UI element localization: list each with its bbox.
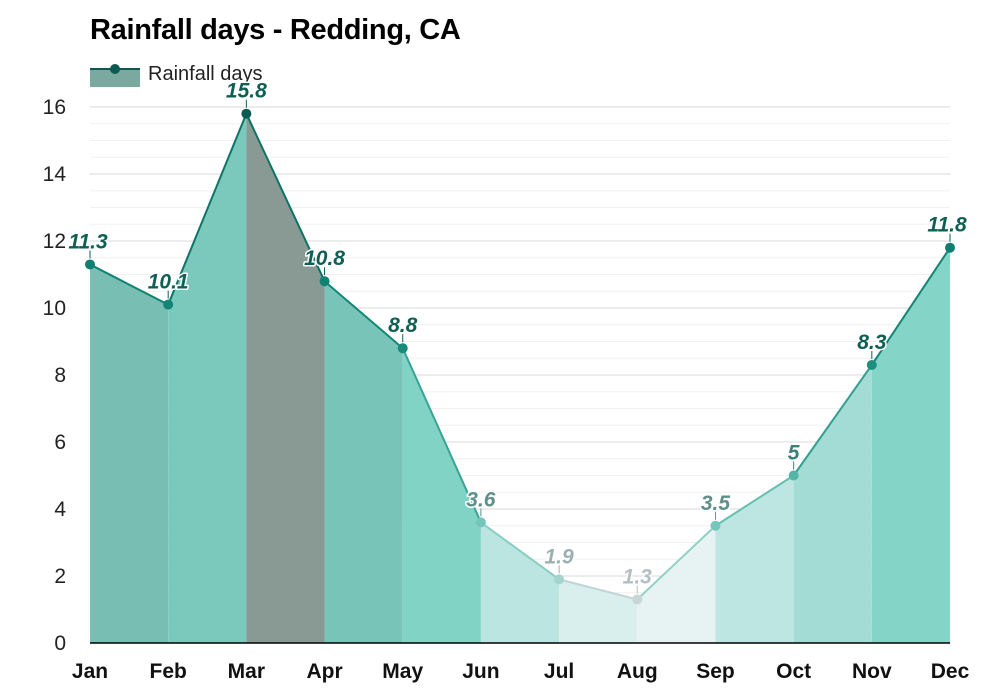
line-segment-mar (245, 113, 326, 282)
area-band-feb (168, 113, 247, 643)
x-tick-label-jun: Jun (462, 660, 499, 683)
area-band-apr (324, 281, 403, 643)
legend-swatch-icon (90, 64, 140, 87)
x-tick-label-jul: Jul (544, 660, 574, 683)
x-tick-label-sep: Sep (696, 660, 735, 683)
y-tick-label: 10 (43, 297, 66, 320)
x-tick-label-feb: Feb (150, 660, 187, 683)
data-label-jan: 11.3 (68, 230, 108, 253)
x-tick-label-oct: Oct (776, 660, 811, 683)
y-tick-label: 14 (43, 163, 67, 186)
data-label-sep: 3.5 (701, 492, 731, 515)
x-tick-label-mar: Mar (228, 660, 265, 683)
data-point-jun[interactable] (475, 517, 486, 528)
line-segment-jan (89, 263, 169, 306)
data-label-nov: 8.3 (857, 331, 887, 354)
axes: 0 2 4 6 8 10 12 14 16 Jan Feb Mar Apr May Jun Jul Aug Sep… (43, 96, 970, 683)
data-labels: 11.3 10.1 15.8 10.8 8.8 3.6 1.9 1.3 3.5 5 8.3 11.8 (67, 78, 968, 594)
y-tick-label: 2 (54, 565, 66, 588)
line-segment-sep (714, 474, 795, 527)
x-tick-label-aug: Aug (617, 660, 658, 683)
data-label-dec: 11.8 (927, 214, 967, 237)
area-band-sep (715, 475, 794, 643)
data-label-mar: 15.8 (226, 80, 267, 103)
data-point-may[interactable] (397, 343, 408, 354)
y-tick-label: 12 (43, 230, 66, 253)
data-point-sep[interactable] (710, 520, 721, 531)
line-segment-oct (792, 364, 873, 477)
data-points (85, 108, 955, 605)
area-band-oct (793, 364, 872, 643)
y-tick-label: 4 (54, 498, 66, 521)
line-segment-feb (167, 113, 248, 306)
legend[interactable]: Rainfall days (90, 60, 263, 88)
x-tick-label-apr: Apr (306, 660, 342, 683)
line-segment-nov (870, 247, 951, 366)
area-band-aug (637, 525, 716, 643)
data-point-nov[interactable] (866, 359, 877, 370)
x-tick-label-nov: Nov (852, 660, 892, 683)
data-label-apr: 10.8 (304, 247, 345, 270)
x-tick-label-dec: Dec (931, 660, 970, 683)
x-tick-label-jan: Jan (72, 660, 108, 683)
area-band-may (402, 348, 481, 643)
y-tick-label: 6 (54, 431, 66, 454)
data-point-apr[interactable] (319, 276, 330, 287)
line-segment-may (401, 347, 482, 523)
area-band-mar (246, 113, 325, 643)
data-point-aug[interactable] (632, 594, 643, 605)
area-band-jun (480, 522, 560, 643)
line-segment-jun (480, 521, 560, 581)
data-point-dec[interactable] (945, 242, 955, 253)
data-label-jun: 3.6 (466, 488, 496, 511)
data-point-jan[interactable] (85, 259, 95, 270)
series-line (89, 113, 951, 601)
legend-swatch (90, 61, 140, 87)
data-point-mar[interactable] (241, 108, 252, 119)
x-tick-label-may: May (382, 660, 423, 683)
data-label-jul: 1.9 (544, 545, 574, 568)
legend-label: Rainfall days (148, 62, 263, 85)
data-label-feb: 10.1 (148, 271, 189, 294)
y-tick-label: 16 (43, 96, 66, 119)
line-segment-apr (323, 280, 404, 349)
chart-title: Rainfall days - Redding, CA (90, 14, 461, 46)
data-point-jul[interactable] (554, 574, 565, 585)
data-point-oct[interactable] (788, 470, 799, 481)
line-segment-jul (558, 578, 638, 601)
y-tick-label: 8 (54, 364, 66, 387)
area-band-nov (871, 247, 950, 643)
data-label-oct: 5 (788, 442, 800, 465)
data-label-may: 8.8 (388, 314, 418, 337)
data-label-aug: 1.3 (623, 565, 653, 588)
area-band-jan (90, 264, 169, 643)
line-segment-aug (636, 525, 717, 601)
area-bands (90, 113, 950, 643)
data-point-feb[interactable] (163, 299, 174, 310)
y-tick-label: 0 (54, 632, 66, 655)
